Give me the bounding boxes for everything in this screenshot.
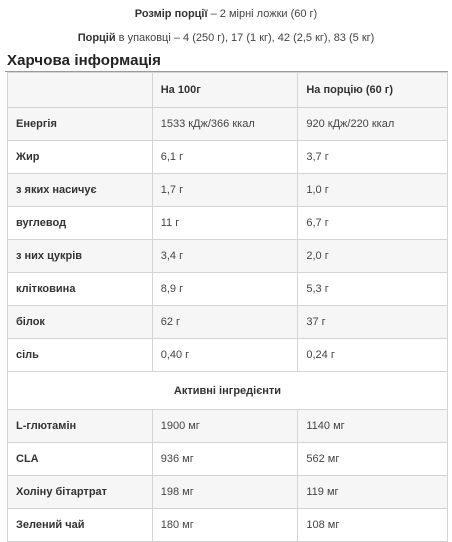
nutrient-name: з них цукрів xyxy=(7,239,153,273)
nutrient-name: з яких насичує xyxy=(7,173,153,207)
value-per-100g: 936 мг xyxy=(151,442,299,476)
value-per-serving: 1,0 г xyxy=(297,173,448,207)
servings-per-value: в упаковці – 4 (250 г), 17 (1 кг), 42 (2… xyxy=(115,32,375,44)
active-ingredients-header-row: Активні інгредієнти xyxy=(7,371,448,410)
nutrient-name: білок xyxy=(7,305,153,339)
serving-size-value: – 2 мірні ложки (60 г) xyxy=(207,8,318,20)
header-cell-empty xyxy=(7,72,153,108)
table-row: сіль 0,40 г 0,24 г xyxy=(7,338,448,372)
table-row: Холіну бітартрат 198 мг 119 мг xyxy=(7,475,448,509)
table-row: з яких насичує 1,7 г 1,0 г xyxy=(7,173,448,207)
header-cell-per-100g: На 100г xyxy=(151,72,299,108)
nutrition-table: На 100г На порцію (60 г) Енергія 1533 кД… xyxy=(7,72,448,542)
table-header-row: На 100г На порцію (60 г) xyxy=(7,72,448,108)
value-per-serving: 5,3 г xyxy=(297,272,448,306)
nutrient-name: вуглевод xyxy=(7,206,153,240)
value-per-serving: 3,7 г xyxy=(297,140,448,174)
ingredient-name: Зелений чай xyxy=(7,508,153,542)
value-per-serving: 920 кДж/220 ккал xyxy=(297,107,448,141)
value-per-100g: 6,1 г xyxy=(151,140,299,174)
header-cell-per-serving: На порцію (60 г) xyxy=(297,72,448,108)
nutrient-name: Жир xyxy=(7,140,153,174)
table-row: Енергія 1533 кДж/366 ккал 920 кДж/220 кк… xyxy=(7,107,448,141)
value-per-100g: 0,40 г xyxy=(151,338,299,372)
ingredient-name: CLA xyxy=(7,442,153,476)
table-row: Зелений чай 180 мг 108 мг xyxy=(7,508,448,542)
value-per-serving: 0,24 г xyxy=(297,338,448,372)
value-per-serving: 37 г xyxy=(297,305,448,339)
table-row: L-глютамін 1900 мг 1140 мг xyxy=(7,409,448,443)
value-per-100g: 180 мг xyxy=(151,508,299,542)
value-per-100g: 62 г xyxy=(151,305,299,339)
serving-size-line: Розмір порції – 2 мірні ложки (60 г) xyxy=(0,8,452,20)
value-per-100g: 8,9 г xyxy=(151,272,299,306)
value-per-100g: 11 г xyxy=(151,206,299,240)
nutrition-section-title: Харчова інформація xyxy=(7,52,162,69)
ingredient-name: L-глютамін xyxy=(7,409,153,443)
section-divider xyxy=(5,71,448,72)
value-per-100g: 1,7 г xyxy=(151,173,299,207)
table-row: з них цукрів 3,4 г 2,0 г xyxy=(7,239,448,273)
serving-size-label: Розмір порції xyxy=(134,8,208,20)
value-per-serving: 562 мг xyxy=(297,442,448,476)
servings-per-label: Порцій xyxy=(77,32,116,44)
table-row: Жир 6,1 г 3,7 г xyxy=(7,140,448,174)
active-ingredients-title: Активні інгредієнти xyxy=(7,371,448,410)
value-per-100g: 1533 кДж/366 ккал xyxy=(151,107,299,141)
ingredient-name: Холіну бітартрат xyxy=(7,475,153,509)
table-row: білок 62 г 37 г xyxy=(7,305,448,339)
table-row: CLA 936 мг 562 мг xyxy=(7,442,448,476)
table-row: клітковина 8,9 г 5,3 г xyxy=(7,272,448,306)
value-per-serving: 1140 мг xyxy=(297,409,448,443)
value-per-serving: 108 мг xyxy=(297,508,448,542)
value-per-serving: 2,0 г xyxy=(297,239,448,273)
nutrient-name: клітковина xyxy=(7,272,153,306)
value-per-serving: 119 мг xyxy=(297,475,448,509)
table-row: вуглевод 11 г 6,7 г xyxy=(7,206,448,240)
servings-per-container-line: Порцій в упаковці – 4 (250 г), 17 (1 кг)… xyxy=(0,32,452,44)
value-per-serving: 6,7 г xyxy=(297,206,448,240)
nutrient-name: Енергія xyxy=(7,107,153,141)
value-per-100g: 198 мг xyxy=(151,475,299,509)
nutrient-name: сіль xyxy=(7,338,153,372)
value-per-100g: 1900 мг xyxy=(151,409,299,443)
value-per-100g: 3,4 г xyxy=(151,239,299,273)
